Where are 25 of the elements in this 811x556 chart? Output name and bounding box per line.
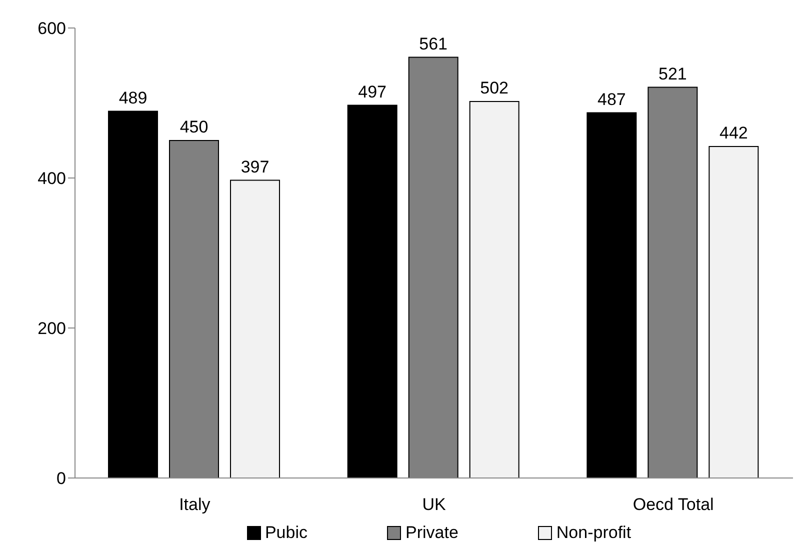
legend-label: Pubic (264, 523, 308, 543)
data-label: 502 (480, 78, 509, 98)
data-label: 561 (419, 34, 448, 54)
bar (230, 180, 280, 478)
data-label: 487 (597, 90, 626, 109)
y-tick-label: 600 (38, 19, 66, 38)
bar (708, 146, 759, 478)
x-tick-label: Oecd Total (632, 495, 714, 514)
bar (469, 101, 520, 478)
data-label: 450 (180, 118, 208, 136)
legend-label: Private (405, 523, 458, 543)
data-label: 397 (240, 157, 270, 176)
data-label: 497 (358, 82, 387, 102)
bar (586, 112, 637, 478)
data-label: 442 (719, 124, 748, 142)
data-label: 521 (658, 64, 687, 84)
x-tick-label: Italy (179, 495, 211, 514)
data-label: 489 (118, 88, 148, 108)
x-tick-label: UK (422, 495, 446, 514)
y-tick-label: 0 (56, 469, 66, 488)
bar (108, 110, 158, 478)
bar (347, 104, 398, 478)
y-tick-label: 400 (38, 169, 66, 188)
y-tick-label: 200 (38, 319, 66, 338)
legend-label: Non-profit (556, 523, 632, 543)
